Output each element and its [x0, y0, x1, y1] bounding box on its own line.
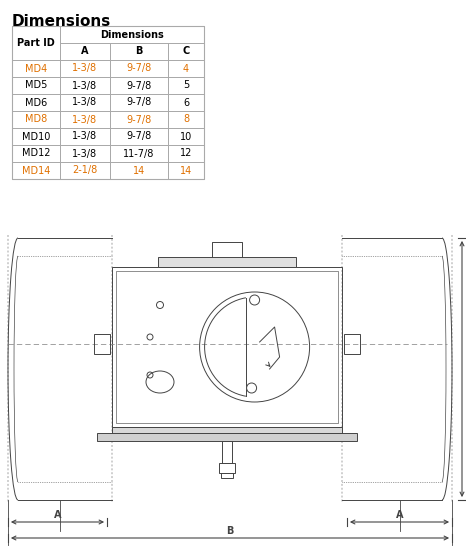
Bar [168, 43, 204, 60]
Bar [12, 128, 60, 145]
Text: 9-7/8: 9-7/8 [126, 80, 151, 90]
Bar [110, 111, 168, 128]
Bar [12, 26, 60, 60]
Bar [110, 60, 168, 77]
Text: MD14: MD14 [22, 166, 50, 176]
Text: MD12: MD12 [22, 148, 50, 159]
Text: MD10: MD10 [22, 131, 50, 142]
Text: 9-7/8: 9-7/8 [126, 63, 151, 73]
Text: 10: 10 [180, 131, 192, 142]
Text: 14: 14 [133, 166, 145, 176]
Text: 4: 4 [183, 63, 189, 73]
Bar [12, 111, 60, 128]
Bar [219, 463, 235, 473]
Text: 9-7/8: 9-7/8 [126, 131, 151, 142]
Text: 12: 12 [180, 148, 192, 159]
Bar [112, 267, 342, 427]
Bar [12, 26, 204, 179]
Text: Part ID: Part ID [17, 38, 55, 48]
Text: 1-3/8: 1-3/8 [72, 80, 97, 90]
Circle shape [250, 295, 260, 305]
Text: 1-3/8: 1-3/8 [72, 114, 97, 125]
Bar [110, 94, 168, 111]
Bar [168, 128, 204, 145]
Bar [110, 162, 168, 179]
Text: B: B [226, 526, 233, 536]
Bar [168, 94, 204, 111]
Text: 9-7/8: 9-7/8 [126, 114, 151, 125]
Bar [168, 162, 204, 179]
Text: A: A [81, 46, 89, 56]
Bar [110, 77, 168, 94]
Text: 11-7/8: 11-7/8 [123, 148, 155, 159]
Bar [97, 433, 357, 441]
Text: A: A [396, 510, 403, 520]
Bar [12, 77, 60, 94]
Bar [60, 111, 110, 128]
Text: 8: 8 [183, 114, 189, 125]
Text: 5: 5 [183, 80, 189, 90]
Bar [221, 473, 233, 478]
Bar [168, 77, 204, 94]
Bar [110, 128, 168, 145]
Text: Dimensions: Dimensions [100, 30, 164, 39]
Text: C: C [182, 46, 190, 56]
Bar [60, 26, 204, 43]
Bar [60, 128, 110, 145]
Bar [60, 60, 110, 77]
Bar [60, 162, 110, 179]
Circle shape [247, 383, 257, 393]
Bar [110, 43, 168, 60]
Text: 2-1/8: 2-1/8 [72, 166, 97, 176]
Bar [94, 334, 110, 354]
Bar [222, 441, 232, 463]
Bar [110, 145, 168, 162]
Bar [12, 145, 60, 162]
Text: 9-7/8: 9-7/8 [126, 97, 151, 108]
Text: MD8: MD8 [25, 114, 47, 125]
Bar [344, 334, 360, 354]
Text: 1-3/8: 1-3/8 [72, 97, 97, 108]
Bar [116, 271, 338, 423]
Text: 14: 14 [180, 166, 192, 176]
Text: 1-3/8: 1-3/8 [72, 63, 97, 73]
Text: MD6: MD6 [25, 97, 47, 108]
Text: Dimensions: Dimensions [12, 14, 111, 29]
Text: 1-3/8: 1-3/8 [72, 131, 97, 142]
Bar [168, 111, 204, 128]
Bar [112, 427, 342, 433]
Text: 6: 6 [183, 97, 189, 108]
Text: A: A [54, 510, 61, 520]
Text: MD5: MD5 [25, 80, 47, 90]
Text: 1-3/8: 1-3/8 [72, 148, 97, 159]
Bar [12, 162, 60, 179]
Bar [12, 60, 60, 77]
Bar [168, 145, 204, 162]
Bar [168, 60, 204, 77]
Text: B: B [135, 46, 143, 56]
Bar [158, 257, 296, 267]
Bar [60, 94, 110, 111]
Bar [60, 145, 110, 162]
Bar [12, 94, 60, 111]
Bar [60, 77, 110, 94]
Text: MD4: MD4 [25, 63, 47, 73]
Bar [60, 43, 110, 60]
